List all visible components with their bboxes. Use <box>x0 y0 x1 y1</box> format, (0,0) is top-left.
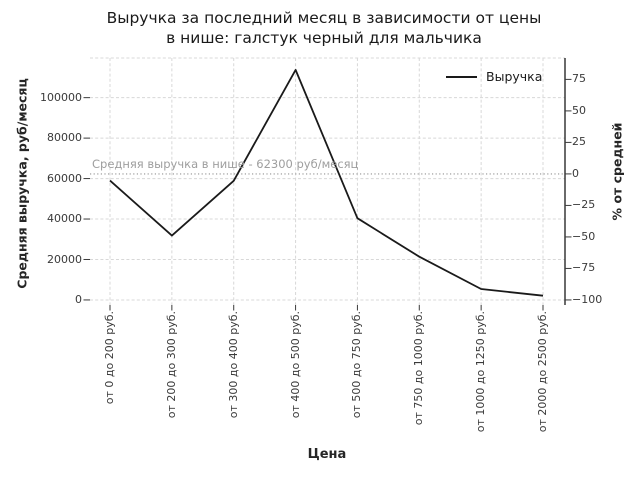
chart-title-line-1: Выручка за последний месяц в зависимости… <box>106 9 542 27</box>
y-tick-label-right: 50 <box>572 103 586 117</box>
legend-line-sample-icon <box>446 75 477 78</box>
x-axis-label: Цена <box>307 447 347 462</box>
revenue-series-line <box>109 69 544 297</box>
x-tick-label: от 0 до 200 руб. <box>103 311 116 405</box>
y-tick-label-right: 0 <box>572 166 579 180</box>
x-tick-label: от 750 до 1000 руб. <box>412 311 426 426</box>
chart-title: Выручка за последний месяц в зависимости… <box>14 9 634 48</box>
legend: Выручка <box>446 69 542 84</box>
y-tick-label-right: −100 <box>572 292 603 306</box>
x-tick-label: от 200 до 300 руб. <box>164 311 178 419</box>
y-tick-label-left: 20000 <box>47 252 82 266</box>
y-tick-label-left: 100000 <box>40 90 82 104</box>
x-tick-label: от 400 до 500 руб. <box>288 311 302 419</box>
y-tick-label-right: −75 <box>572 261 596 275</box>
x-tick-label: от 500 до 750 руб. <box>350 311 364 419</box>
y-tick-label-right: 75 <box>572 72 586 86</box>
chart-title-line-2: в нише: галстук черный для мальчика <box>166 28 482 47</box>
average-line-annotation: Средняя выручка в нише - 62300 руб/месяц <box>92 157 359 171</box>
y-tick-label-left: 40000 <box>47 212 82 225</box>
y-axis-label-right: % от средней <box>609 122 625 221</box>
y-tick-label-right: −25 <box>572 198 596 212</box>
y-tick-label-left: 80000 <box>47 131 82 145</box>
legend-entry-label: Выручка <box>486 69 543 84</box>
x-tick-label: от 2000 до 2500 руб. <box>536 311 549 433</box>
y-tick-label-right: −50 <box>572 229 596 243</box>
y-tick-label-left: 0 <box>75 292 82 306</box>
x-tick-label: от 1000 до 1250 руб. <box>474 311 488 433</box>
y-axis-label-left: Средняя выручка, руб/месяц <box>14 78 30 289</box>
y-tick-label-right: 25 <box>572 135 586 149</box>
x-tick-label: от 300 до 400 руб. <box>226 311 240 419</box>
y-tick-label-left: 60000 <box>47 171 82 185</box>
